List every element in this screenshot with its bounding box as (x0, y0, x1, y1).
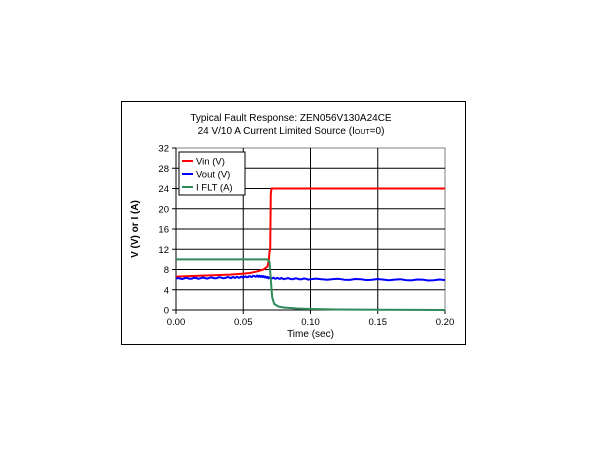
y-tick-label: 32 (158, 144, 169, 155)
series-line-vin-v (175, 187, 445, 278)
y-tick-label: 24 (158, 184, 169, 195)
legend-label: Vout (V) (196, 170, 230, 181)
x-tick-label: 0.10 (301, 317, 320, 328)
y-tick-label: 12 (158, 245, 169, 256)
x-axis-label: Time (sec) (287, 329, 334, 340)
y-tick-label: 16 (158, 225, 169, 236)
x-tick-label: 0.20 (436, 317, 455, 328)
chart-title-line2-tail: =0) (370, 126, 385, 137)
chart-title-line2-main: 24 V/10 A Current Limited Source (I (198, 126, 355, 137)
chart-frame: Typical Fault Response: ZEN056V130A24CE … (121, 101, 466, 345)
legend-label: I FLT (A) (196, 183, 233, 194)
legend-label: Vin (V) (196, 157, 225, 168)
series-line-vout-v (175, 274, 446, 282)
y-tick-label: 0 (164, 306, 169, 317)
x-tick-label: 0.15 (369, 317, 388, 328)
chart-title-line2-sub: OUT (355, 129, 371, 136)
chart-title-line1: Typical Fault Response: ZEN056V130A24CE (190, 113, 392, 124)
y-tick-label: 8 (164, 265, 169, 276)
chart-title-line2: 24 V/10 A Current Limited Source (IOUT=0… (198, 126, 385, 137)
legend: Vin (V) Vout (V) I FLT (A) (178, 151, 246, 196)
series-line-i-flt-a (176, 258, 446, 311)
x-tick-label: 0.05 (234, 317, 253, 328)
y-tick-label: 28 (158, 164, 169, 175)
fault-response-chart: Typical Fault Response: ZEN056V130A24CE … (130, 113, 454, 340)
y-tick-label: 4 (164, 285, 169, 296)
series-group (175, 187, 446, 311)
axis-ticks: 0 4 8 12 16 20 24 28 32 0.00 0.05 0.10 0.15 0.20 (158, 144, 454, 329)
y-tick-label: 20 (158, 204, 169, 215)
y-axis-label: V (V) or I (A) (130, 200, 141, 258)
x-tick-label: 0.00 (167, 317, 186, 328)
